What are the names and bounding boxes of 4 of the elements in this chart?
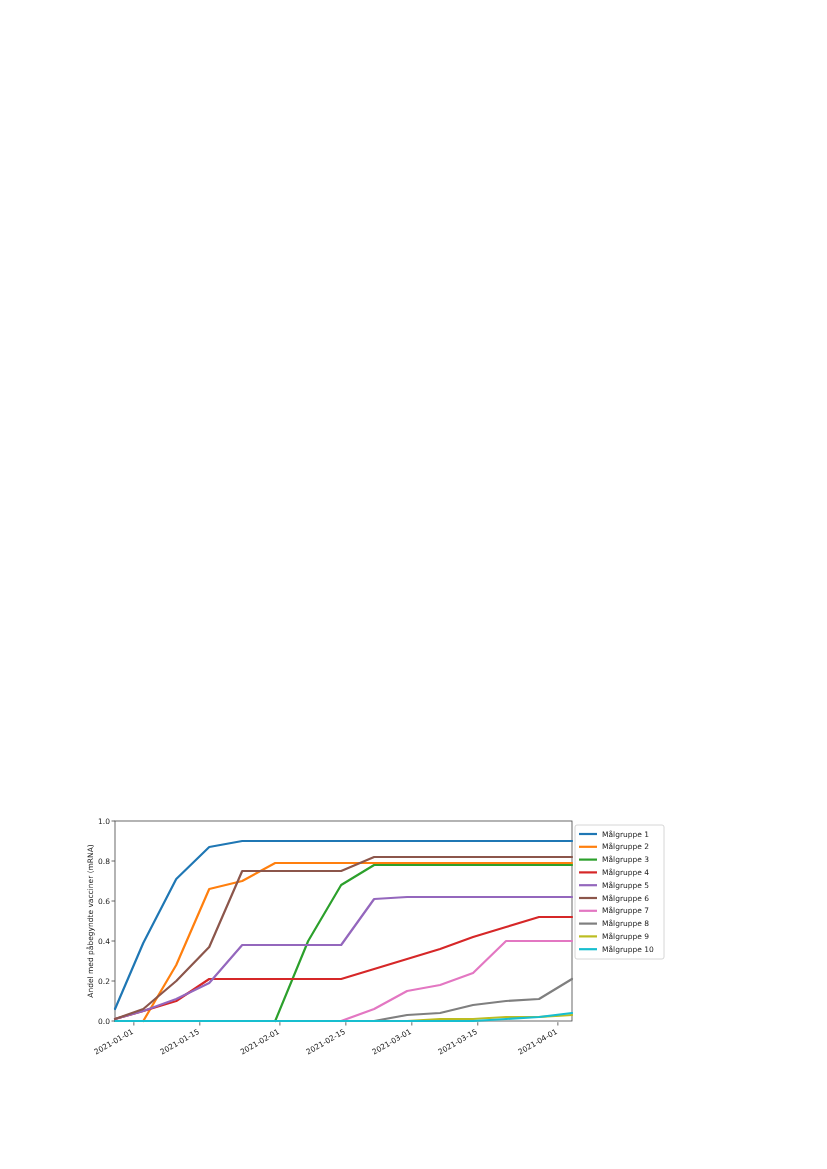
line-series <box>340 939 574 1023</box>
line-series <box>113 1011 574 1023</box>
line-series <box>373 977 574 1023</box>
line-series <box>274 863 574 1023</box>
